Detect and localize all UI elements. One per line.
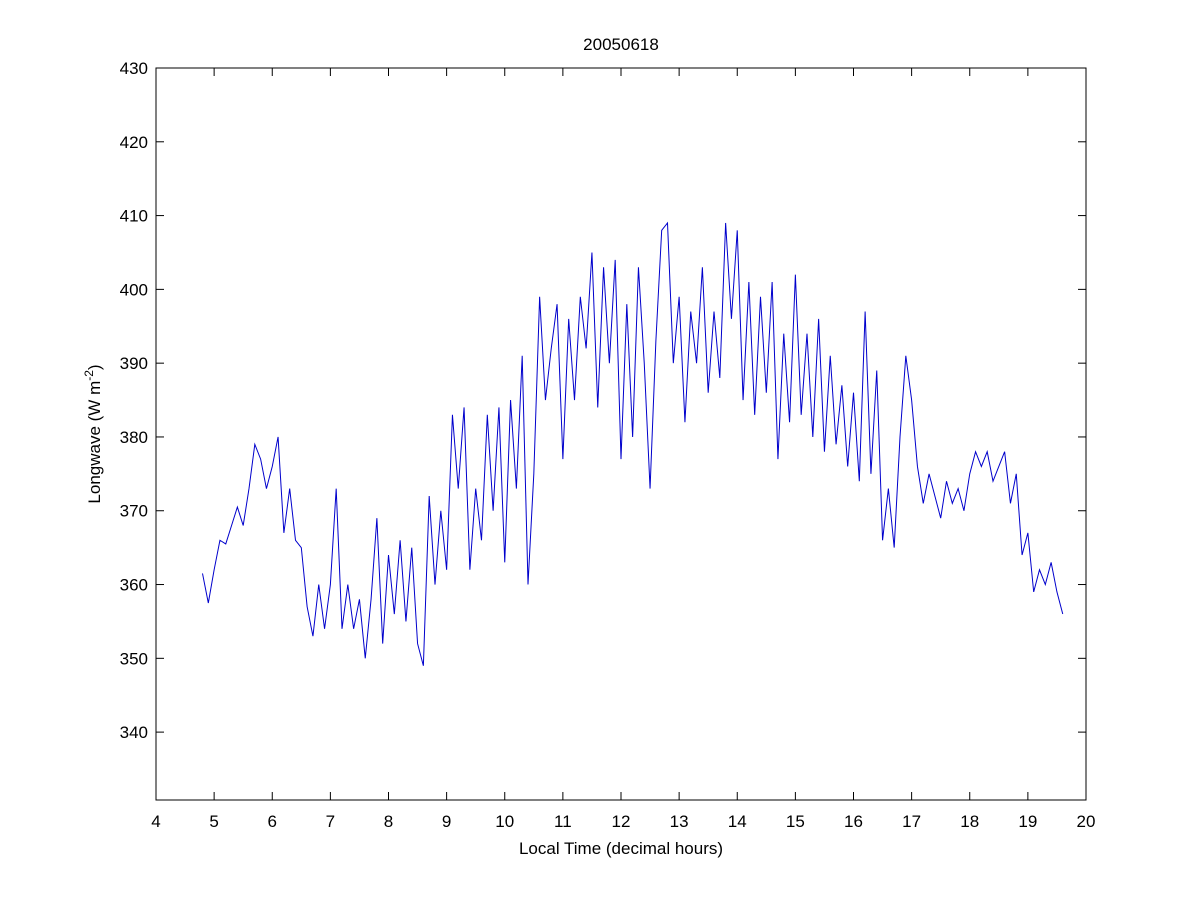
- x-tick-label: 11: [554, 812, 572, 831]
- data-line: [202, 221, 1064, 666]
- plot-frame: [155, 67, 1087, 801]
- x-tick-label: 14: [728, 812, 747, 831]
- x-tick-label: 16: [844, 812, 863, 831]
- x-tick-label: 10: [495, 812, 514, 831]
- y-tick-label: 410: [120, 207, 148, 226]
- x-tick-label: 12: [612, 812, 631, 831]
- y-tick-label: 420: [120, 133, 148, 152]
- y-label-suffix: ): [85, 364, 104, 370]
- y-axis-label: Longwave (W m-2): [82, 364, 104, 503]
- chart-title: 20050618: [583, 35, 659, 54]
- x-tick-label: 18: [960, 812, 979, 831]
- y-tick-label: 400: [120, 280, 148, 299]
- x-tick-label: 20: [1077, 812, 1096, 831]
- y-tick-label: 360: [120, 576, 148, 595]
- y-tick-label: 370: [120, 502, 148, 521]
- x-tick-label: 5: [209, 812, 218, 831]
- y-tick-label: 350: [120, 649, 148, 668]
- x-tick-label: 19: [1018, 812, 1037, 831]
- x-tick-label: 13: [670, 812, 689, 831]
- x-axis-label: Local Time (decimal hours): [519, 839, 723, 858]
- y-tick-label: 430: [120, 59, 148, 78]
- x-tick-label: 15: [786, 812, 805, 831]
- x-tick-label: 9: [442, 812, 451, 831]
- y-tick-label: 340: [120, 723, 148, 742]
- y-label-text: Longwave (W m: [85, 381, 104, 504]
- y-tick-label: 390: [120, 354, 148, 373]
- x-tick-label: 17: [902, 812, 921, 831]
- x-tick-label: 6: [268, 812, 277, 831]
- x-tick-label: 8: [384, 812, 393, 831]
- x-tick-label: 4: [151, 812, 160, 831]
- y-tick-label: 380: [120, 428, 148, 447]
- y-label-superscript: -2: [82, 370, 96, 381]
- x-tick-label: 7: [326, 812, 335, 831]
